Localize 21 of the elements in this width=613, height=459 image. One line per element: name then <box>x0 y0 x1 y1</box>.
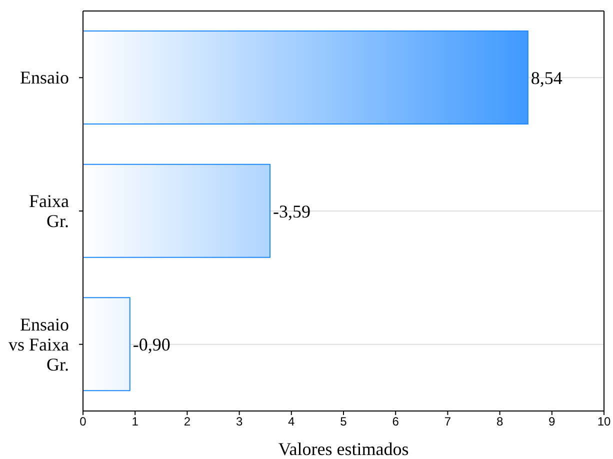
x-tick-label: 7 <box>444 414 452 429</box>
bar <box>83 164 271 258</box>
x-tick-label: 5 <box>340 414 348 429</box>
x-axis-title: Valores estimados <box>278 439 409 459</box>
bar <box>83 297 130 392</box>
y-tick-label: Ensaio <box>20 68 69 88</box>
annotation: 8,54 <box>530 68 562 88</box>
x-tick-label: 2 <box>184 414 191 429</box>
x-tick-label: 9 <box>548 414 556 429</box>
annotation: -0,90 <box>132 334 170 355</box>
x-tick-label: 3 <box>236 414 243 429</box>
x-tick-label: 0 <box>80 414 87 429</box>
x-tick-label: 6 <box>392 414 400 429</box>
x-tick-label: 4 <box>288 414 296 429</box>
x-tick-label: 10 <box>597 414 611 429</box>
y-tick-label: Ensaio vs Faixa Gr. <box>8 314 70 374</box>
annotation: -3,59 <box>273 201 311 222</box>
x-tick-label: 1 <box>132 414 139 429</box>
x-tick-label: 8 <box>496 414 504 429</box>
bar <box>83 30 528 124</box>
y-tick-label: Faixa Gr. <box>29 191 69 231</box>
